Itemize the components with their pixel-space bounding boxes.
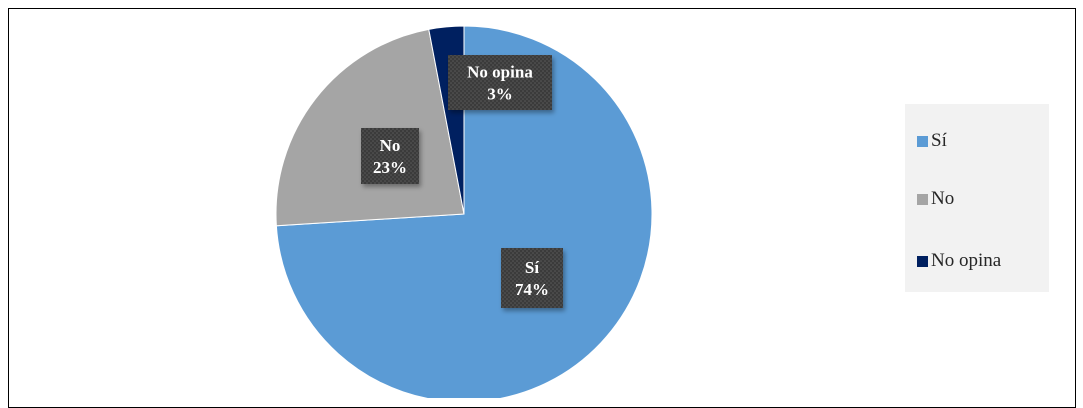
- data-label-box-si: [501, 248, 563, 308]
- chart-legend: Sí No No opina: [905, 104, 1049, 292]
- data-label-box-no-opina: [448, 55, 552, 110]
- pie-chart: Sí 74% No 23% No opina 3%: [275, 25, 653, 398]
- data-label-box-no: [361, 128, 419, 184]
- legend-label-no-opina: No opina: [931, 250, 1002, 271]
- data-label-si: Sí 74%: [501, 248, 563, 308]
- data-label-category-no: No: [380, 136, 401, 155]
- legend-label-si: Sí: [931, 130, 947, 151]
- data-label-value-si: 74%: [515, 280, 549, 299]
- legend-label-no: No: [931, 188, 955, 209]
- legend-swatch-no: [917, 193, 928, 205]
- legend-item-no: No: [917, 188, 954, 210]
- legend-swatch-si: [917, 135, 928, 147]
- legend-swatch-no-opina: [917, 255, 928, 267]
- data-label-no-opina: No opina 3%: [448, 55, 552, 110]
- data-label-value-no: 23%: [373, 158, 407, 177]
- data-label-category-no-opina: No opina: [467, 63, 533, 82]
- data-label-category-si: Sí: [525, 258, 539, 277]
- data-label-value-no-opina: 3%: [487, 85, 513, 104]
- legend-item-no-opina: No opina: [917, 250, 1001, 272]
- data-label-no: No 23%: [361, 128, 419, 184]
- legend-item-si: Sí: [917, 130, 947, 152]
